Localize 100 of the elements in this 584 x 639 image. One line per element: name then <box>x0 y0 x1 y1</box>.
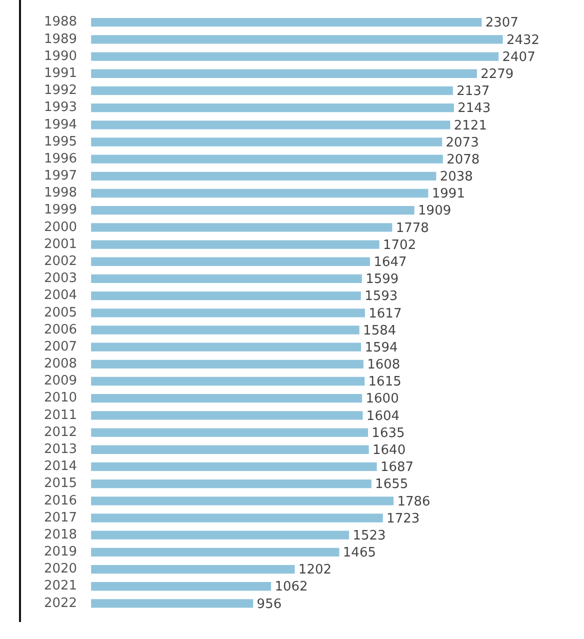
bar <box>91 411 363 420</box>
bar <box>91 564 295 574</box>
data-label: 1604 <box>366 408 400 424</box>
bar <box>91 599 254 608</box>
data-label: 1702 <box>383 238 416 253</box>
data-label: 2137 <box>456 84 490 100</box>
bar <box>91 326 360 334</box>
y-tick-label: 1994 <box>44 117 78 132</box>
bar <box>91 582 272 591</box>
data-label: 1778 <box>396 220 429 236</box>
y-tick-label: 2017 <box>44 510 78 526</box>
bar <box>91 35 503 44</box>
y-tick-label: 1996 <box>44 151 78 166</box>
bar <box>91 138 442 146</box>
bar <box>91 172 436 180</box>
y-tick-label: 2016 <box>44 493 78 508</box>
data-label: 2038 <box>440 170 473 185</box>
bar <box>91 188 428 198</box>
y-tick-label: 2022 <box>44 596 78 611</box>
y-tick-label: 2002 <box>44 254 78 269</box>
y-tick-label: 2020 <box>44 562 78 577</box>
bar <box>91 462 377 472</box>
data-label: 1640 <box>372 443 406 458</box>
bar <box>91 360 364 369</box>
y-tick-label: 2006 <box>44 322 78 338</box>
data-label: 2073 <box>446 135 479 150</box>
data-label: 2121 <box>454 118 487 134</box>
y-tick-label: 2008 <box>44 356 78 372</box>
data-label: 1062 <box>274 580 308 595</box>
y-tick-label: 1991 <box>44 66 78 81</box>
y-tick-label: 2009 <box>44 374 78 389</box>
data-label: 2143 <box>458 101 491 116</box>
y-tick-label: 1999 <box>44 202 78 218</box>
bar <box>91 548 340 557</box>
data-label: 1617 <box>368 306 402 322</box>
bar <box>91 154 443 164</box>
y-tick-label: 2010 <box>44 390 78 406</box>
bar <box>91 445 369 454</box>
y-tick-label: 1990 <box>44 48 78 64</box>
bar <box>91 514 383 522</box>
data-label: 1991 <box>432 186 465 202</box>
y-tick-label: 2015 <box>44 476 78 492</box>
y-tick-label: 2019 <box>44 544 78 560</box>
y-tick-label: 1998 <box>44 186 78 201</box>
bar <box>91 206 414 215</box>
data-label: 1615 <box>368 374 402 390</box>
bar <box>91 257 370 266</box>
data-label: 1909 <box>418 204 452 219</box>
data-label: 1647 <box>374 255 407 270</box>
y-tick-label: 2018 <box>44 527 78 542</box>
bar <box>91 223 392 232</box>
bar <box>91 240 380 249</box>
y-tick-label: 2004 <box>44 288 78 304</box>
data-label: 1593 <box>364 289 398 304</box>
bar <box>91 120 450 130</box>
data-label: 2307 <box>485 16 518 31</box>
data-label: 2279 <box>480 66 514 82</box>
data-label: 1786 <box>397 494 430 510</box>
data-label: 1608 <box>367 358 400 373</box>
data-label: 2407 <box>502 50 536 65</box>
bar <box>91 479 372 488</box>
y-tick-label: 1988 <box>44 14 78 30</box>
bar <box>91 308 365 318</box>
bar <box>91 394 362 403</box>
data-label: 1655 <box>375 477 408 492</box>
bar <box>91 428 368 437</box>
y-tick-label: 2014 <box>44 459 78 474</box>
data-label: 1465 <box>342 546 376 561</box>
y-tick-label: 1992 <box>44 83 78 98</box>
data-label: 1635 <box>372 426 405 441</box>
data-label: 1584 <box>363 323 396 338</box>
y-tick-label: 1997 <box>44 168 78 184</box>
bar <box>91 86 453 96</box>
y-tick-label: 2003 <box>44 271 78 286</box>
data-label: 1202 <box>298 562 332 578</box>
data-label: 1523 <box>352 528 386 544</box>
data-label: 1594 <box>364 340 398 356</box>
data-label: 1600 <box>366 392 399 407</box>
y-tick-label: 2011 <box>44 408 78 423</box>
y-tick-label: 1995 <box>44 134 78 150</box>
y-tick-label: 2001 <box>44 236 78 252</box>
data-label: 2078 <box>446 152 480 168</box>
bar <box>91 530 350 540</box>
bar <box>91 496 394 506</box>
data-label: 1687 <box>380 460 414 476</box>
y-tick-label: 2005 <box>44 305 78 320</box>
data-label: 1599 <box>366 272 399 288</box>
y-tick-label: 2007 <box>44 339 78 354</box>
bar <box>91 103 454 112</box>
y-tick-label: 2000 <box>44 220 78 235</box>
y-tick-label: 2013 <box>44 442 78 458</box>
bar <box>91 18 482 27</box>
y-tick-label: 2012 <box>44 424 78 440</box>
data-label: 2432 <box>506 32 540 48</box>
bar <box>91 52 499 61</box>
y-tick-label: 2021 <box>44 578 78 594</box>
bar <box>91 376 365 386</box>
bar <box>91 69 477 78</box>
y-tick-label: 1989 <box>44 32 78 47</box>
data-label: 956 <box>256 596 282 612</box>
